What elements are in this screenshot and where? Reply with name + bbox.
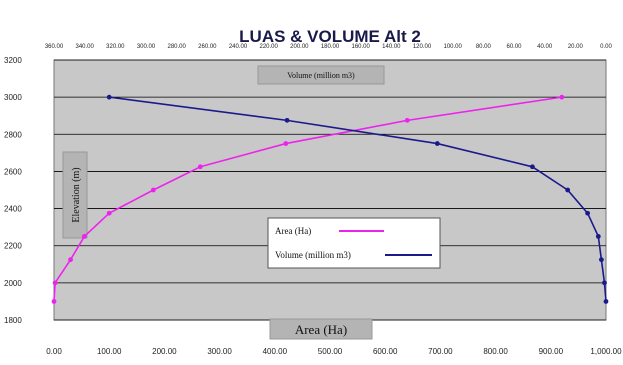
data-point-volume bbox=[599, 257, 604, 263]
y-tick-label: 2800 bbox=[4, 130, 22, 139]
x-top-tick-label: 60.00 bbox=[506, 44, 522, 50]
data-point-area bbox=[559, 94, 565, 100]
data-point-volume bbox=[602, 280, 607, 286]
data-point-area bbox=[404, 117, 410, 123]
x-top-tick-label: 100.00 bbox=[443, 44, 462, 50]
top-axis-label-box bbox=[257, 65, 385, 85]
bottom-axis-label: Area (Ha) bbox=[295, 322, 347, 337]
series bbox=[51, 94, 609, 304]
data-point-area bbox=[106, 210, 112, 216]
x-bottom-tick-label: 0.00 bbox=[46, 347, 62, 356]
x-top-tick-label: 360.00 bbox=[45, 44, 64, 50]
data-point-volume bbox=[595, 234, 601, 239]
data-point-area bbox=[150, 187, 156, 193]
x-top-tick-label: 260.00 bbox=[198, 44, 217, 50]
x-top-tick-label: 220.00 bbox=[259, 44, 278, 50]
x-top-tick-label: 280.00 bbox=[167, 44, 186, 50]
x-top-tick-label: 160.00 bbox=[351, 44, 370, 50]
plot-area bbox=[53, 59, 607, 321]
data-point-volume bbox=[603, 299, 609, 304]
x-top-tick-label: 40.00 bbox=[537, 44, 553, 50]
y-tick-label: 3200 bbox=[4, 56, 22, 65]
x-bottom-tick-label: 100.00 bbox=[97, 347, 122, 356]
x-top-tick-label: 20.00 bbox=[568, 44, 584, 50]
data-point-area bbox=[283, 141, 289, 146]
y-tick-label: 2200 bbox=[4, 242, 22, 251]
bottom-axis-label-box bbox=[269, 318, 373, 340]
data-point-volume bbox=[530, 164, 535, 170]
x-top-tick-label: 200.00 bbox=[290, 44, 309, 50]
x-top-tick-label: 0.00 bbox=[600, 44, 612, 50]
x-top-tick-label: 140.00 bbox=[382, 44, 401, 50]
x-bottom-tick-label: 200.00 bbox=[152, 347, 177, 356]
x-bottom-tick-label: 900.00 bbox=[539, 347, 564, 356]
axis-ticks: 1800 2000 2200 2400 2600 2800 3000 3200 0.00 100.… bbox=[4, 44, 622, 356]
y-tick-label: 2600 bbox=[4, 167, 22, 176]
x-top-tick-label: 80.00 bbox=[476, 44, 492, 50]
y-tick-label: 2400 bbox=[4, 205, 22, 214]
x-bottom-tick-label: 500.00 bbox=[318, 347, 343, 356]
series-line-volume bbox=[109, 96, 607, 302]
legend-label-volume: Volume (million m3) bbox=[275, 250, 351, 260]
legend-box bbox=[267, 217, 441, 269]
legend-label-area: Area (Ha) bbox=[275, 226, 311, 236]
data-point-area bbox=[68, 257, 73, 263]
series-line-area bbox=[53, 96, 562, 302]
data-point-volume bbox=[106, 94, 112, 100]
x-top-tick-label: 320.00 bbox=[106, 44, 125, 50]
y-axis-label-box bbox=[62, 151, 88, 239]
data-point-area bbox=[197, 164, 203, 170]
x-top-tick-label: 120.00 bbox=[413, 44, 432, 50]
data-point-volume bbox=[565, 187, 571, 193]
x-top-tick-label: 300.00 bbox=[137, 44, 156, 50]
data-point-volume bbox=[585, 210, 590, 216]
x-bottom-tick-label: 1,000.00 bbox=[590, 347, 622, 356]
x-bottom-tick-label: 600.00 bbox=[373, 347, 398, 356]
x-bottom-tick-label: 400.00 bbox=[263, 347, 288, 356]
top-axis-label: Volume (million m3) bbox=[287, 71, 355, 80]
y-tick-label: 1800 bbox=[4, 316, 22, 325]
legend: Area (Ha) Volume (million m3) bbox=[267, 217, 441, 269]
data-point-area bbox=[81, 234, 87, 239]
data-point-area bbox=[51, 299, 57, 304]
y-axis-label: Elevation (m) bbox=[71, 167, 82, 222]
y-tick-label: 2000 bbox=[4, 279, 22, 288]
chart-title: LUAS & VOLUME Alt 2 bbox=[239, 27, 421, 46]
data-point-area bbox=[52, 280, 58, 286]
x-bottom-tick-label: 700.00 bbox=[428, 347, 453, 356]
x-bottom-tick-label: 800.00 bbox=[483, 347, 508, 356]
x-bottom-tick-label: 300.00 bbox=[207, 347, 232, 356]
x-top-tick-label: 240.00 bbox=[229, 44, 248, 50]
y-tick-label: 3000 bbox=[4, 93, 22, 102]
data-point-volume bbox=[434, 141, 440, 146]
x-top-tick-label: 340.00 bbox=[75, 44, 94, 50]
x-top-tick-label: 180.00 bbox=[321, 44, 340, 50]
data-point-volume bbox=[284, 117, 290, 123]
